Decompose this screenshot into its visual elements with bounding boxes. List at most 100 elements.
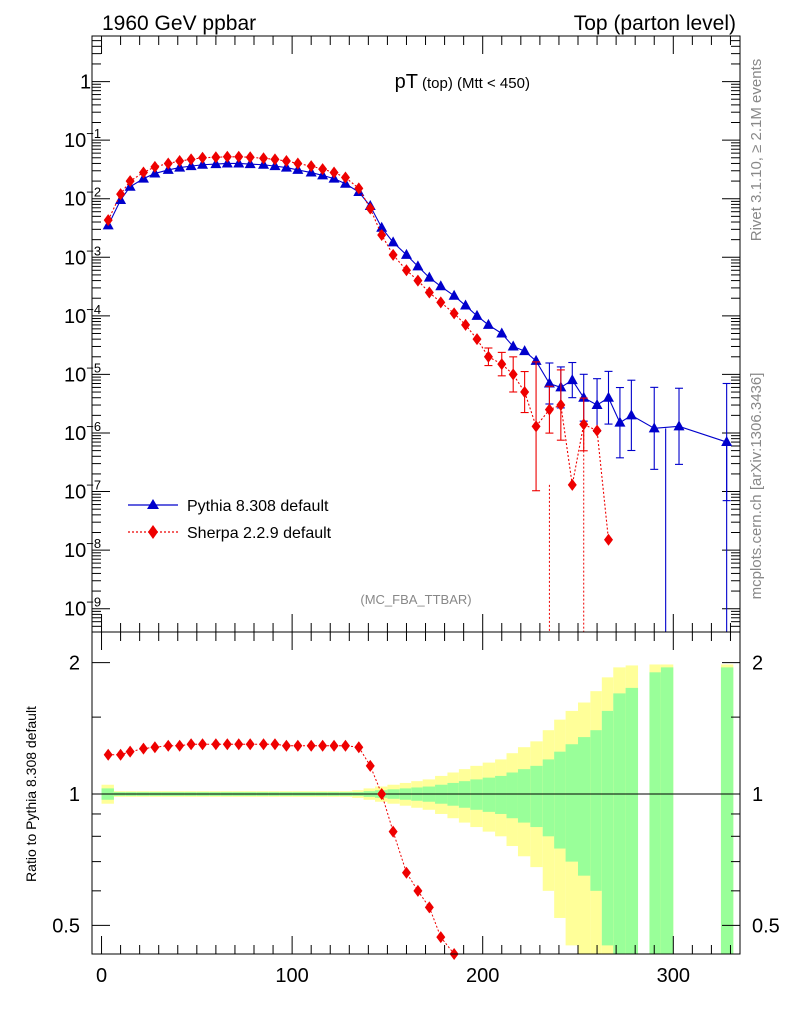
- mcplots-label: mcplots.cern.ch [arXiv:1306.3436]: [748, 373, 765, 600]
- main-y-axis: 10−9 10−8 10−7 10−6 10−5 10−4 10−3 10−2 10−1 1: [64, 40, 740, 627]
- data-point-pythia: [625, 409, 637, 420]
- data-point-sherpa: [401, 264, 411, 277]
- main-y-tick-label: 10−9: [64, 595, 101, 621]
- data-point-sherpa: [259, 152, 269, 165]
- data-point-sherpa: [354, 182, 364, 195]
- ratio-point-sherpa: [259, 738, 269, 751]
- series-line-pythia: [107, 162, 727, 443]
- series-line-sherpa: [107, 156, 610, 540]
- ratio-green-band-bin: [470, 779, 483, 810]
- header-left: 1960 GeV ppbar: [102, 12, 256, 35]
- legend: Pythia 8.308 default Sherpa 2.2.9 defaul…: [128, 498, 332, 542]
- ratio-green-band-bin: [517, 769, 531, 823]
- ratio-green-band-bin: [482, 777, 496, 812]
- ratio-green-band-bin: [649, 672, 661, 954]
- main-series-group: [102, 150, 733, 632]
- data-point-pythia: [519, 345, 531, 356]
- ratio-y-tick-label-right: 0.5: [752, 915, 780, 937]
- data-point-sherpa: [270, 153, 280, 166]
- legend-label-sherpa: Sherpa 2.2.9 default: [187, 525, 332, 542]
- data-point-sherpa: [436, 296, 446, 309]
- data-point-pythia: [543, 377, 555, 388]
- data-point-pythia: [591, 399, 603, 410]
- data-point-pythia: [496, 327, 508, 338]
- main-plot-panel: pT (top) (Mtt < 450) (MC_FBA_TTBAR) 10−9…: [64, 35, 741, 633]
- ratio-point-sherpa: [138, 742, 148, 755]
- data-point-sherpa: [306, 160, 316, 173]
- data-point-sherpa: [520, 386, 530, 399]
- data-point-sherpa: [245, 151, 255, 164]
- ratio-green-band-bin: [565, 744, 578, 862]
- ratio-point-sherpa: [436, 931, 446, 944]
- ratio-point-sherpa: [318, 739, 328, 752]
- data-point-sherpa: [234, 150, 244, 163]
- ratio-point-sherpa: [125, 745, 135, 758]
- data-point-sherpa: [150, 160, 160, 173]
- data-point-sherpa: [103, 214, 113, 227]
- legend-entry-sherpa: Sherpa 2.2.9 default: [128, 525, 332, 542]
- data-point-sherpa: [340, 171, 350, 184]
- data-point-sherpa: [163, 157, 173, 170]
- header-right: Top (parton level): [574, 12, 736, 35]
- ratio-point-sherpa: [186, 738, 196, 751]
- ratio-green-band-bin: [578, 737, 591, 876]
- main-y-tick-label: 10−1: [64, 126, 101, 152]
- data-point-sherpa: [556, 399, 566, 412]
- data-point-pythia: [435, 280, 447, 291]
- plot-title-main: pT: [395, 71, 418, 93]
- ratio-green-band-bin: [554, 751, 566, 849]
- data-point-sherpa: [603, 533, 613, 546]
- main-y-tick-label: 10−8: [64, 536, 101, 562]
- data-point-pythia: [423, 271, 435, 282]
- main-y-tick-label: 10−4: [64, 302, 101, 328]
- data-point-sherpa: [125, 175, 135, 188]
- data-point-sherpa: [531, 420, 541, 433]
- ratio-point-sherpa: [365, 759, 375, 772]
- ratio-green-band-bin: [601, 710, 614, 946]
- analysis-label: (MC_FBA_TTBAR): [360, 592, 471, 607]
- ratio-point-sherpa: [293, 739, 303, 752]
- data-point-pythia: [412, 260, 424, 271]
- data-point-sherpa: [497, 358, 507, 371]
- ratio-point-sherpa: [340, 739, 350, 752]
- data-point-pythia: [614, 416, 626, 427]
- main-y-tick-label: 10−6: [64, 419, 101, 445]
- data-point-pythia: [673, 420, 685, 431]
- ratio-point-sherpa: [413, 884, 423, 897]
- ratio-point-sherpa: [175, 739, 185, 752]
- ratio-green-band-bin: [495, 775, 507, 814]
- ratio-plot-frame: [91, 631, 741, 955]
- data-point-sherpa: [116, 188, 126, 201]
- ratio-plot-panel: 0.5 0.5 1 1 2 2 0 100 200 300 Ratio to Pythia 8.…: [23, 631, 780, 987]
- data-point-sherpa: [365, 202, 375, 215]
- main-x-axis-ticks: [101, 36, 731, 632]
- data-point-pythia: [376, 221, 388, 232]
- data-point-sherpa: [579, 418, 589, 431]
- data-point-pythia: [566, 374, 578, 385]
- ratio-point-sherpa: [234, 738, 244, 751]
- data-point-pythia: [507, 340, 519, 351]
- data-point-sherpa: [544, 403, 554, 416]
- data-point-sherpa: [472, 333, 482, 346]
- ratio-point-sherpa: [270, 738, 280, 751]
- data-point-sherpa: [222, 150, 232, 163]
- ratio-green-band-bin: [625, 687, 639, 954]
- data-point-pythia: [400, 248, 412, 259]
- ratio-point-sherpa: [116, 748, 126, 761]
- ratio-point-sherpa: [377, 787, 387, 800]
- data-point-pythia: [460, 299, 472, 310]
- rivet-version-label: Rivet 3.1.10, ≥ 2.1M events: [748, 59, 765, 242]
- ratio-y-tick-label-right: 2: [752, 653, 763, 675]
- data-point-pythia: [387, 236, 399, 247]
- data-point-sherpa: [508, 368, 518, 381]
- data-point-pythia: [578, 391, 590, 402]
- ratio-x-axis: 0 100 200 300: [96, 632, 731, 987]
- ratio-point-sherpa: [150, 741, 160, 754]
- ratio-point-sherpa: [281, 739, 291, 752]
- ratio-series-group: [103, 738, 459, 960]
- data-point-sherpa: [198, 151, 208, 164]
- ratio-uncertainty-bands: [101, 664, 734, 954]
- ratio-point-sherpa: [222, 738, 232, 751]
- data-point-sherpa: [175, 155, 185, 168]
